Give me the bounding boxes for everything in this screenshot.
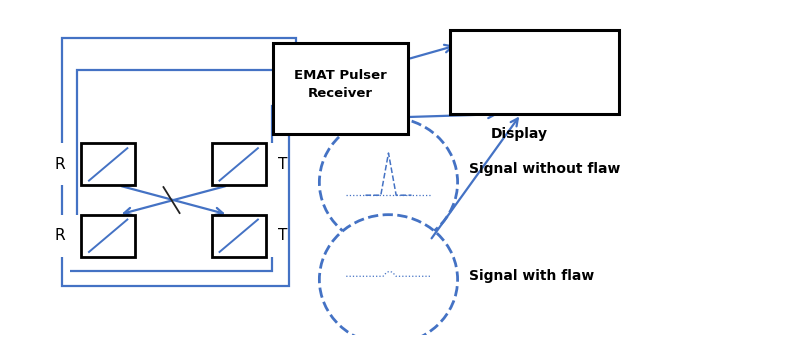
Bar	[82, 143, 135, 186]
Text: T: T	[278, 157, 287, 172]
Bar	[82, 215, 135, 257]
Ellipse shape	[319, 215, 458, 344]
Text: Signal with flaw: Signal with flaw	[469, 269, 594, 283]
Text: EMAT Pulser
Receiver: EMAT Pulser Receiver	[294, 69, 387, 100]
Text: Signal without flaw: Signal without flaw	[469, 162, 621, 176]
Text: R: R	[54, 157, 65, 172]
Ellipse shape	[319, 117, 458, 247]
Bar	[212, 215, 266, 257]
Text: T: T	[278, 228, 287, 243]
Text: Display: Display	[490, 127, 547, 141]
Bar	[212, 143, 266, 186]
Bar	[274, 43, 408, 134]
Text: R: R	[54, 228, 65, 243]
Bar	[450, 30, 619, 114]
